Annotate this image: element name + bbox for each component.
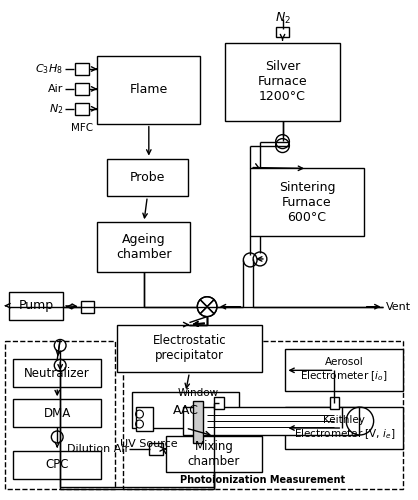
Bar (13, 451, 101, 478)
Text: $N_2$: $N_2$ (275, 12, 291, 26)
Text: Vent: Vent (386, 302, 411, 312)
Bar (132, 392, 240, 428)
Text: CPC: CPC (46, 458, 69, 471)
Bar (75, 63, 89, 75)
Text: Sintering
Furnace
600°C: Sintering Furnace 600°C (279, 181, 335, 224)
Bar (107, 158, 188, 196)
Text: Ageing
chamber: Ageing chamber (116, 233, 172, 261)
Text: AAC: AAC (173, 404, 199, 416)
Bar (225, 43, 340, 120)
Text: Window: Window (178, 388, 219, 398)
Bar (9, 292, 63, 320)
Text: Mixing
chamber: Mixing chamber (188, 440, 240, 468)
Text: Silver
Furnace
1200°C: Silver Furnace 1200°C (258, 60, 307, 104)
Bar (285, 350, 403, 391)
Bar (149, 443, 163, 455)
Text: Flame: Flame (130, 84, 168, 96)
Text: DMA: DMA (43, 406, 71, 420)
Bar (166, 436, 262, 472)
Bar (285, 407, 403, 449)
Text: Probe: Probe (130, 171, 165, 184)
Text: Photoionization Measurement: Photoionization Measurement (181, 474, 346, 484)
Bar (81, 300, 94, 312)
Text: Keithley
Electrometer [V, $i_e$]: Keithley Electrometer [V, $i_e$] (293, 415, 395, 441)
Bar (135, 407, 153, 431)
Bar (117, 324, 262, 372)
Text: Air: Air (48, 84, 63, 94)
Bar (97, 222, 191, 272)
Text: Dilution Air: Dilution Air (66, 444, 129, 454)
Text: Electrostatic
precipitator: Electrostatic precipitator (153, 334, 226, 362)
Bar (194, 401, 203, 443)
Text: UV Source: UV Source (120, 439, 177, 449)
Bar (5, 342, 115, 488)
Text: Pump: Pump (19, 299, 54, 312)
Bar (75, 103, 89, 115)
Text: $N_2$: $N_2$ (48, 102, 63, 116)
Bar (250, 168, 364, 236)
Bar (13, 399, 101, 427)
Text: Neutralizer: Neutralizer (24, 367, 90, 380)
Bar (329, 397, 339, 409)
Text: Aerosol
Electrometer [$i_o$]: Aerosol Electrometer [$i_o$] (301, 358, 388, 383)
Bar (13, 360, 101, 387)
Bar (97, 56, 200, 124)
Bar (276, 27, 289, 37)
Bar (123, 342, 403, 488)
Text: MFC: MFC (71, 122, 93, 132)
Bar (183, 407, 359, 435)
Text: $C_3H_8$: $C_3H_8$ (36, 62, 63, 76)
Bar (214, 397, 224, 409)
Bar (75, 83, 89, 95)
